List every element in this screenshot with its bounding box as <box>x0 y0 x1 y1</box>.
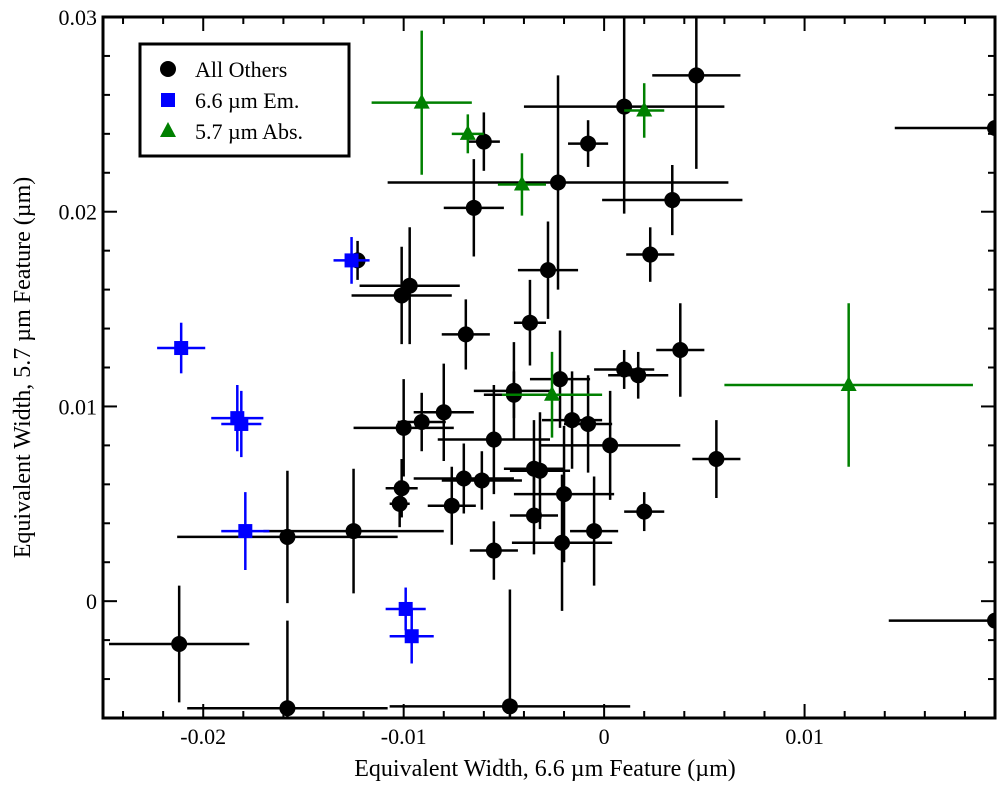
x-tick-label: 0.01 <box>785 724 824 749</box>
data-point <box>238 524 253 539</box>
data-point <box>616 98 633 115</box>
data-point <box>580 415 597 432</box>
y-tick-label: 0.02 <box>59 200 98 225</box>
legend-label: 6.6 µm Em. <box>195 88 299 113</box>
y-tick-label: 0.03 <box>59 5 98 30</box>
data-point <box>840 376 857 392</box>
x-tick-label: -0.01 <box>381 724 427 749</box>
data-point <box>413 414 430 431</box>
data-point <box>521 314 538 331</box>
series-2 <box>371 30 973 467</box>
data-point <box>174 341 189 356</box>
data-point <box>987 612 995 629</box>
data-point <box>554 534 571 551</box>
data-point <box>664 192 681 209</box>
data-point <box>345 523 362 540</box>
data-point <box>475 133 492 150</box>
data-point <box>443 497 460 514</box>
data-point <box>485 431 502 448</box>
data-point <box>171 636 188 653</box>
data-layer <box>109 17 995 718</box>
data-point <box>636 503 653 520</box>
data-point <box>987 119 995 136</box>
data-point <box>391 495 408 512</box>
x-tick-label: 0 <box>599 724 610 749</box>
series-0 <box>109 17 995 718</box>
data-point <box>636 101 653 117</box>
data-point <box>393 480 410 497</box>
legend-items: All Others 6.6 µm Em. 5.7 µm Abs. <box>160 57 303 144</box>
data-point <box>234 416 249 431</box>
data-point <box>642 246 659 263</box>
data-point <box>630 367 647 384</box>
data-point <box>279 528 296 545</box>
series-1 <box>157 237 434 664</box>
data-point <box>404 629 419 644</box>
data-point <box>344 253 359 268</box>
legend-marker <box>161 93 175 107</box>
data-point <box>556 486 573 503</box>
data-point <box>413 93 430 109</box>
data-point <box>688 67 705 84</box>
data-point <box>473 472 490 489</box>
data-point <box>550 174 567 191</box>
data-point <box>602 437 619 454</box>
data-point <box>672 341 689 358</box>
data-point <box>279 700 296 717</box>
data-point <box>485 542 502 559</box>
data-point <box>525 507 542 524</box>
data-point <box>564 412 581 429</box>
data-point <box>552 371 569 388</box>
y-axis-label: Equivalent Width, 5.7 µm Feature (µm) <box>10 177 36 559</box>
y-tick-label: 0 <box>86 589 97 614</box>
data-point <box>435 404 452 421</box>
axis-layer: -0.02 -0.01 0 0.01 0 0.01 0.02 0.03 <box>59 5 995 749</box>
data-point <box>501 698 518 715</box>
data-point <box>459 124 476 140</box>
data-point <box>539 262 556 279</box>
data-point <box>580 135 597 152</box>
data-point <box>544 385 561 401</box>
data-point <box>513 175 530 191</box>
legend-marker <box>160 122 176 137</box>
data-point <box>395 419 412 436</box>
y-tick-label: 0.01 <box>59 394 98 419</box>
data-point <box>401 277 418 294</box>
x-axis-label: Equivalent Width, 6.6 µm Feature (µm) <box>354 756 736 782</box>
legend-marker <box>160 61 176 77</box>
data-point <box>398 601 413 616</box>
data-point <box>465 199 482 216</box>
data-point <box>616 361 633 378</box>
legend: All Others 6.6 µm Em. 5.7 µm Abs. <box>138 42 351 158</box>
data-point <box>455 470 472 487</box>
data-point <box>708 451 725 468</box>
x-tick-label: -0.02 <box>180 724 226 749</box>
legend-label: All Others <box>195 57 287 82</box>
data-point <box>586 523 603 540</box>
data-point <box>531 462 548 479</box>
data-point <box>457 326 474 343</box>
legend-label: 5.7 µm Abs. <box>195 119 303 144</box>
